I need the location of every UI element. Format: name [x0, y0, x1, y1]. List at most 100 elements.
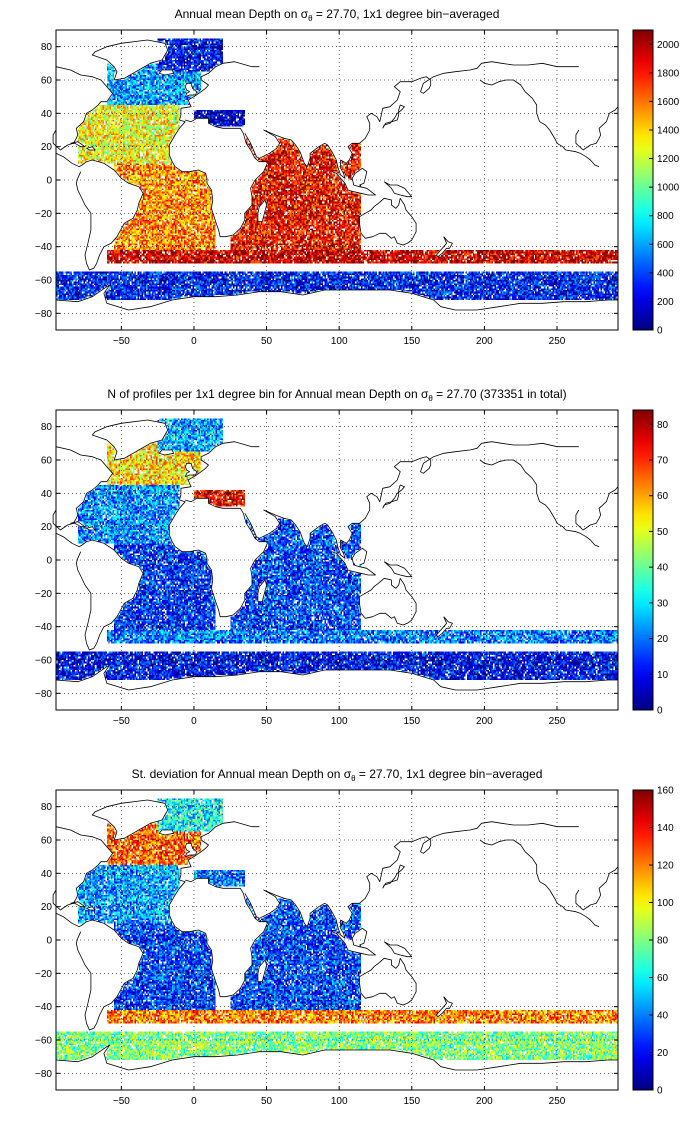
coastline	[91, 39, 169, 81]
coastline	[244, 827, 478, 939]
y-tick-label: −60	[35, 1036, 52, 1047]
x-tick-label: 0	[191, 716, 197, 727]
colorbar-tick-label: 80	[657, 420, 669, 431]
colorbar	[633, 790, 653, 1090]
x-tick-label: 100	[331, 716, 348, 727]
y-tick-label: −20	[35, 969, 52, 980]
x-tick-label: 200	[476, 716, 493, 727]
x-tick-label: 150	[403, 336, 420, 347]
y-tick-label: 40	[41, 869, 53, 880]
colorbar	[633, 30, 653, 330]
colorbar-tick-label: 1800	[657, 68, 680, 79]
y-tick-label: 0	[46, 176, 52, 187]
chart-title: N of profiles per 1x1 degree bin for Ann…	[107, 387, 566, 403]
colorbar-tick-label: 60	[657, 973, 669, 984]
coastline	[244, 447, 478, 559]
y-tick-label: 20	[41, 142, 53, 153]
colorbar-tick-label: 0	[657, 706, 663, 717]
colorbar-tick-label: 0	[657, 326, 663, 337]
coastline	[257, 199, 267, 223]
y-tick-label: −80	[35, 689, 52, 700]
colorbar-tick-label: 40	[657, 563, 669, 574]
coastline	[476, 821, 579, 829]
x-tick-label: 200	[476, 1096, 493, 1107]
coastline	[70, 521, 86, 528]
panel-annual-mean-depth: Annual mean Depth on σθ = 27.70, 1x1 deg…	[0, 0, 696, 380]
colorbar-tick-label: 800	[657, 211, 674, 222]
x-tick-label: 200	[476, 336, 493, 347]
colorbar-tick-label: 60	[657, 491, 669, 502]
coastline	[436, 996, 453, 1018]
coastline	[575, 106, 619, 151]
y-tick-label: −60	[35, 276, 52, 287]
colorbar-tick-label: 1200	[657, 154, 680, 165]
x-tick-label: 0	[191, 1096, 197, 1107]
y-tick-label: 60	[41, 76, 53, 87]
y-tick-label: −40	[35, 1002, 52, 1013]
coastline	[359, 577, 417, 626]
x-tick-label: −50	[113, 1096, 130, 1107]
x-tick-label: 250	[549, 716, 566, 727]
coastline	[158, 829, 174, 836]
x-tick-label: −50	[113, 716, 130, 727]
coastline	[70, 901, 86, 908]
y-tick-label: 60	[41, 456, 53, 467]
y-tick-label: 80	[41, 42, 53, 53]
coastline	[55, 532, 144, 651]
x-tick-label: 50	[261, 336, 273, 347]
coastline	[383, 561, 413, 578]
coastline	[70, 141, 86, 148]
x-tick-label: 100	[331, 1096, 348, 1107]
coastline	[184, 82, 198, 98]
plot-frame	[55, 29, 619, 331]
x-tick-label: 0	[191, 336, 197, 347]
coastline	[168, 877, 269, 998]
colorbar-tick-label: 0	[657, 1086, 663, 1097]
coastline	[55, 284, 618, 311]
colorbar-tick-label: 600	[657, 240, 674, 251]
coastline	[382, 864, 405, 889]
colorbar-tick-label: 1600	[657, 97, 680, 108]
colorbar-tick-label: 2000	[657, 40, 680, 51]
coastline	[359, 957, 417, 1006]
coastline	[86, 906, 96, 911]
x-tick-label: 150	[403, 716, 420, 727]
colorbar-tick-label: 50	[657, 527, 669, 538]
colorbar-tick-label: 200	[657, 297, 674, 308]
chart-title: Annual mean Depth on σθ = 27.70, 1x1 deg…	[175, 7, 500, 23]
colorbar-tick-label: 40	[657, 1011, 669, 1022]
coastline	[244, 67, 478, 179]
colorbar-tick-label: 10	[657, 670, 669, 681]
y-tick-label: −20	[35, 589, 52, 600]
coastline	[179, 821, 260, 881]
colorbar-frame	[632, 409, 654, 711]
colorbar-tick-label: 120	[657, 861, 674, 872]
y-tick-label: 80	[41, 802, 53, 813]
x-tick-label: −50	[113, 336, 130, 347]
y-tick-label: 40	[41, 109, 53, 120]
coastline	[86, 146, 96, 151]
y-tick-label: 80	[41, 422, 53, 433]
coastline	[179, 61, 260, 121]
coastline	[382, 104, 405, 129]
colorbar-tick-label: 30	[657, 598, 669, 609]
colorbar-tick-label: 100	[657, 898, 674, 909]
x-tick-label: 250	[549, 1096, 566, 1107]
colorbar	[633, 410, 653, 710]
y-tick-label: 20	[41, 902, 53, 913]
x-tick-label: 150	[403, 1096, 420, 1107]
coastline	[158, 69, 174, 76]
coastline	[55, 152, 144, 271]
colorbar-frame	[632, 29, 654, 331]
y-tick-label: −80	[35, 309, 52, 320]
coastline	[331, 927, 376, 956]
coastline	[184, 842, 198, 858]
y-tick-label: −20	[35, 209, 52, 220]
y-tick-label: −60	[35, 656, 52, 667]
coastline	[52, 66, 113, 151]
coastline	[55, 1044, 618, 1071]
colorbar-tick-label: 140	[657, 823, 674, 834]
colorbar-tick-label: 1000	[657, 183, 680, 194]
coastline	[382, 484, 405, 509]
plot-frame	[55, 789, 619, 1091]
